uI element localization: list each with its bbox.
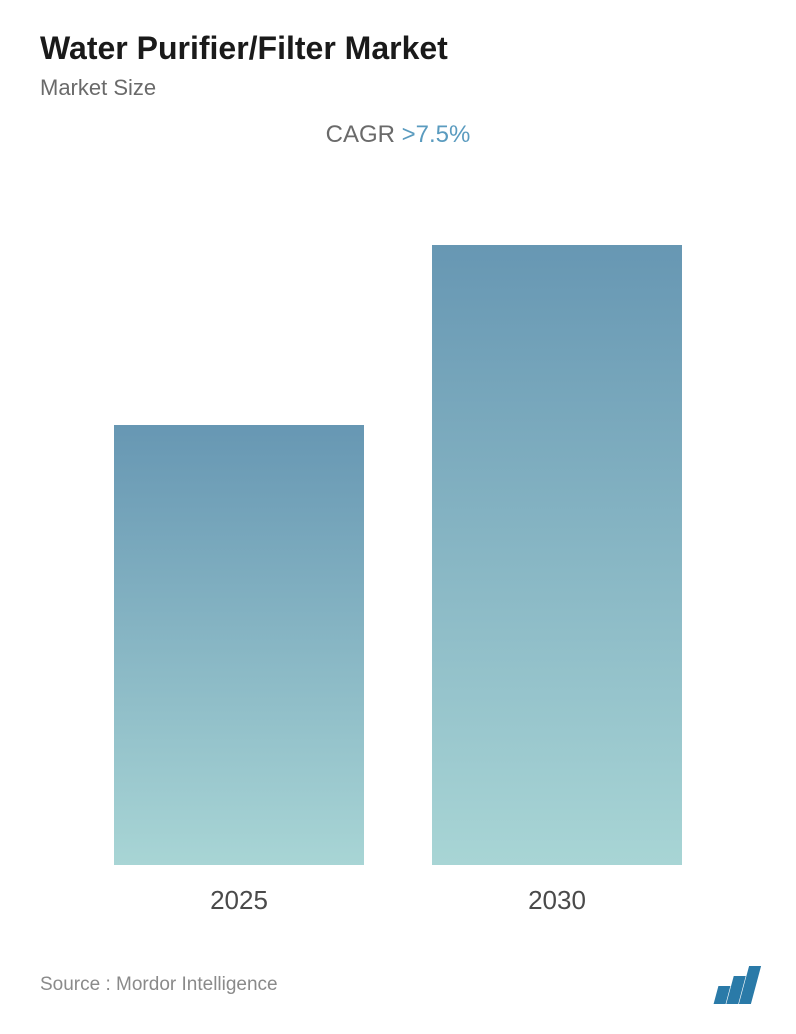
- cagr-value: 7.5%: [416, 121, 471, 148]
- mordor-logo-icon: [716, 966, 756, 1004]
- chart-title: Water Purifier/Filter Market: [40, 30, 756, 67]
- chart-container: Water Purifier/Filter Market Market Size…: [0, 0, 796, 1034]
- bar-group-2025: 2025: [114, 239, 364, 916]
- source-attribution: Source : Mordor Intelligence: [40, 974, 278, 996]
- chart-subtitle: Market Size: [40, 75, 756, 101]
- bar-label-2030: 2030: [528, 885, 586, 916]
- bar-2030: [432, 245, 682, 865]
- cagr-indicator: CAGR >7.5%: [40, 121, 756, 149]
- chart-footer: Source : Mordor Intelligence: [40, 936, 756, 1004]
- bar-group-2030: 2030: [432, 239, 682, 916]
- bar-2025: [114, 425, 364, 865]
- cagr-operator: >: [402, 121, 416, 148]
- cagr-label: CAGR: [326, 121, 402, 148]
- chart-plot-area: 2025 2030: [40, 179, 756, 936]
- bar-label-2025: 2025: [210, 885, 268, 916]
